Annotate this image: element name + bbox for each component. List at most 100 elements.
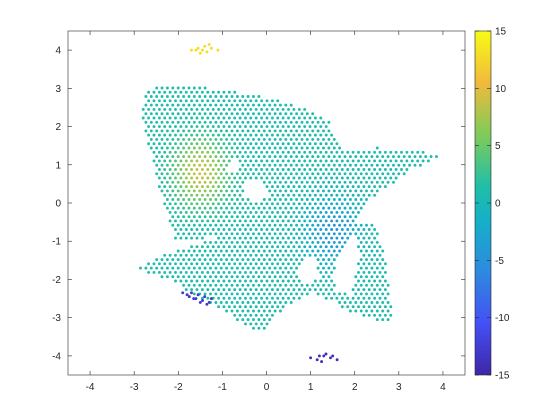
data-point bbox=[273, 223, 277, 227]
data-point bbox=[421, 150, 425, 154]
data-point bbox=[357, 210, 360, 214]
data-point bbox=[292, 125, 296, 129]
data-point bbox=[292, 133, 296, 137]
data-point bbox=[289, 249, 293, 253]
data-point bbox=[373, 245, 377, 249]
data-point bbox=[273, 232, 277, 236]
data-point bbox=[222, 142, 226, 146]
data-point bbox=[225, 146, 229, 150]
data-point bbox=[252, 146, 255, 150]
data-point bbox=[362, 270, 366, 274]
data-point bbox=[295, 129, 299, 133]
data-point bbox=[270, 125, 274, 129]
data-point bbox=[305, 223, 309, 227]
data-point bbox=[155, 163, 159, 167]
data-point bbox=[359, 249, 363, 253]
data-point bbox=[211, 99, 215, 103]
data-point bbox=[284, 180, 288, 184]
data-point bbox=[149, 129, 153, 133]
data-point bbox=[394, 168, 398, 171]
data-point bbox=[195, 142, 199, 146]
data-point bbox=[206, 262, 210, 266]
data-point bbox=[373, 279, 377, 283]
data-point bbox=[174, 176, 177, 180]
data-point bbox=[230, 95, 234, 98]
data-point bbox=[287, 202, 290, 206]
data-point bbox=[265, 270, 269, 274]
data-point bbox=[284, 215, 288, 219]
data-point bbox=[268, 266, 272, 270]
data-point bbox=[252, 129, 255, 133]
data-point bbox=[300, 189, 304, 193]
data-point bbox=[322, 189, 325, 193]
data-point bbox=[357, 236, 360, 240]
data-point bbox=[375, 318, 379, 322]
data-point bbox=[200, 107, 204, 111]
data-point bbox=[225, 155, 229, 159]
data-point bbox=[203, 275, 207, 279]
data-point bbox=[354, 172, 358, 176]
data-point bbox=[174, 99, 177, 103]
data-point bbox=[249, 288, 253, 292]
data-point bbox=[222, 219, 226, 223]
data-point bbox=[165, 86, 169, 90]
data-point bbox=[235, 283, 239, 287]
data-point bbox=[276, 142, 280, 146]
data-point bbox=[305, 240, 309, 244]
data-point bbox=[198, 189, 202, 193]
data-point bbox=[222, 288, 226, 292]
data-point bbox=[265, 245, 269, 249]
data-point bbox=[383, 288, 387, 292]
data-point bbox=[198, 249, 202, 253]
data-point bbox=[244, 219, 247, 223]
data-point bbox=[265, 305, 269, 309]
data-point bbox=[343, 180, 347, 184]
data-point bbox=[319, 219, 323, 223]
data-point bbox=[187, 206, 191, 210]
data-point bbox=[209, 46, 213, 50]
data-point bbox=[324, 168, 328, 171]
data-point bbox=[268, 137, 272, 141]
data-point bbox=[322, 163, 325, 167]
data-point bbox=[203, 103, 207, 107]
data-point bbox=[192, 249, 196, 253]
data-point bbox=[276, 133, 280, 137]
data-point bbox=[179, 90, 183, 94]
data-point bbox=[200, 270, 204, 274]
data-point bbox=[295, 198, 299, 201]
data-point bbox=[190, 133, 194, 137]
data-point bbox=[160, 163, 164, 167]
data-point bbox=[227, 305, 231, 309]
data-point bbox=[168, 125, 172, 129]
data-point bbox=[268, 120, 272, 124]
data-point bbox=[276, 202, 280, 206]
data-point bbox=[322, 240, 325, 244]
data-point bbox=[206, 253, 210, 257]
data-point bbox=[190, 142, 194, 146]
data-point bbox=[392, 172, 395, 176]
data-point bbox=[200, 245, 204, 249]
data-point bbox=[332, 155, 336, 159]
y-tick-label: 3 bbox=[55, 84, 61, 95]
data-point bbox=[297, 202, 301, 206]
data-point bbox=[195, 99, 199, 103]
data-point bbox=[362, 288, 366, 292]
data-point bbox=[238, 305, 242, 309]
data-point bbox=[252, 240, 255, 244]
data-point bbox=[182, 283, 186, 287]
data-point bbox=[273, 206, 277, 210]
data-point bbox=[386, 318, 390, 322]
data-point bbox=[292, 253, 296, 257]
data-point bbox=[219, 292, 223, 296]
data-point bbox=[311, 283, 315, 287]
data-point bbox=[227, 185, 231, 189]
data-point bbox=[370, 283, 374, 287]
data-point bbox=[394, 150, 398, 154]
data-point bbox=[295, 292, 299, 296]
data-point bbox=[246, 232, 250, 236]
data-point bbox=[330, 262, 334, 266]
data-point bbox=[284, 275, 288, 279]
data-point bbox=[373, 236, 377, 240]
data-point bbox=[182, 206, 186, 210]
data-point bbox=[330, 270, 334, 274]
